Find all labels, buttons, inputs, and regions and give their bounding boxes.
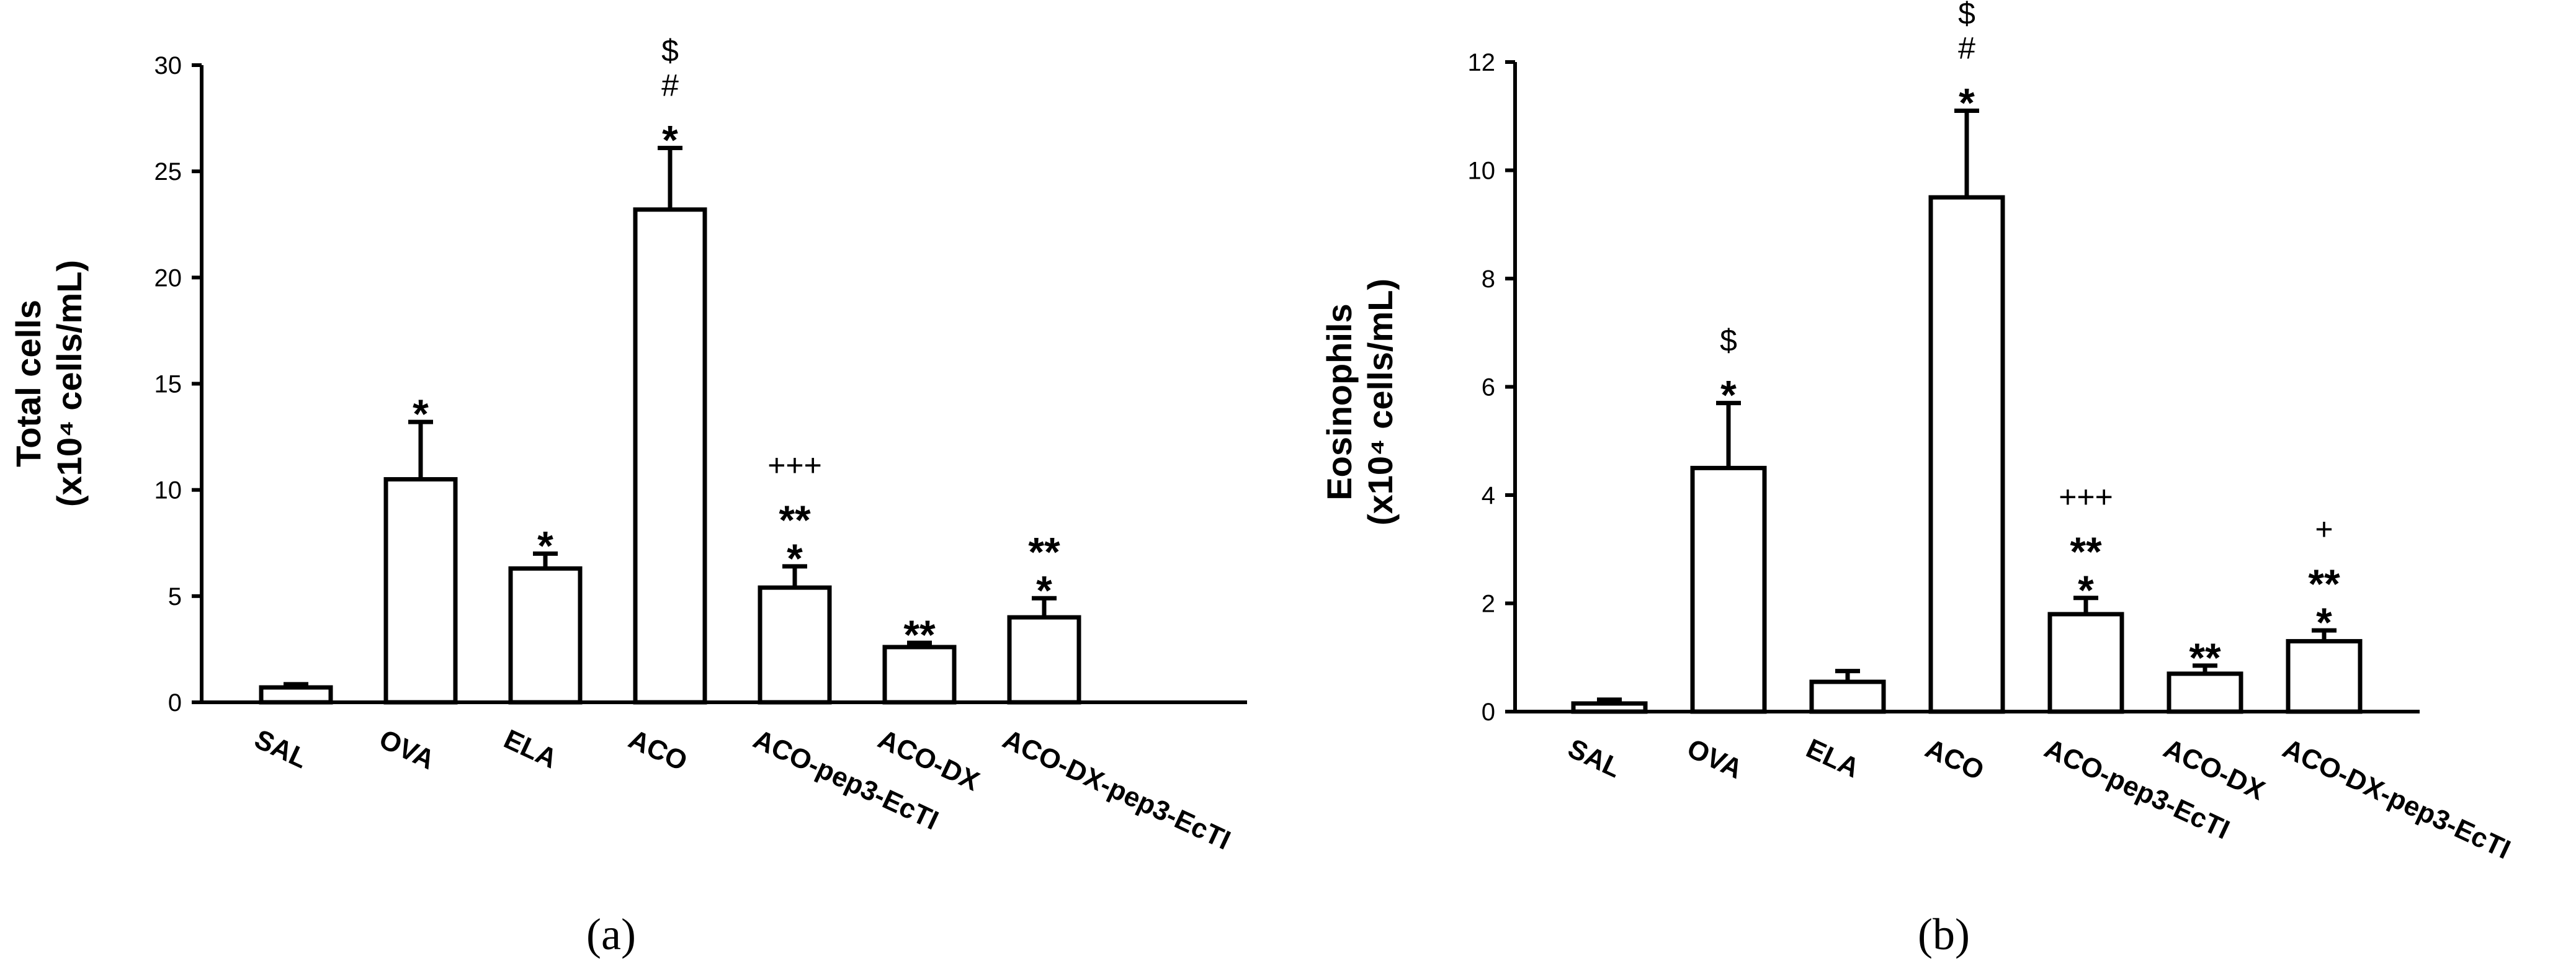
significance-marker: * [2078, 567, 2094, 613]
x-tick-label: SAL [250, 724, 312, 775]
bar [383, 477, 458, 705]
significance-marker: $ [1720, 323, 1737, 358]
y-tick-label: 8 [1482, 266, 1495, 293]
significance-marker: $ [1958, 0, 1975, 31]
significance-marker: * [1720, 372, 1737, 418]
bar [508, 566, 583, 705]
y-axis-label-unit: (x10⁴ cells/mL) [50, 260, 89, 507]
y-tick-label: 0 [168, 689, 182, 717]
panel-label: (a) [586, 910, 636, 959]
y-tick-label: 6 [1482, 374, 1495, 401]
chart-panel-b: 0 2 4 6 8 10 12 Eosinophils(x10⁴ cells/mL) SAL OV… [1320, 0, 2515, 959]
y-tick-label: 2 [1482, 591, 1495, 618]
y-tick-label: 4 [1482, 482, 1495, 509]
y-tick-label: 20 [154, 264, 182, 292]
significance-marker: + [2315, 512, 2333, 547]
significance-marker: $ [661, 34, 679, 68]
y-tick-label: 5 [168, 583, 182, 610]
x-tick-label: ACO-DX-pep3-EcTI [2278, 733, 2515, 865]
significance-marker: ** [2308, 561, 2340, 607]
y-tick-label: 25 [154, 158, 182, 186]
x-tick-label: ELA [499, 724, 561, 775]
significance-marker: ** [903, 612, 936, 658]
significance-marker: * [1959, 80, 1975, 126]
significance-marker: * [2316, 599, 2332, 645]
y-tick-label: 10 [154, 477, 182, 504]
significance-marker: # [1958, 31, 1975, 66]
x-tick-label: ACO-DX-pep3-EcTI [998, 724, 1235, 856]
bar [2286, 639, 2363, 714]
x-tick-label: ACO [1921, 733, 1988, 787]
bar [758, 585, 832, 705]
significance-marker: # [661, 68, 679, 103]
bar [1690, 465, 1767, 714]
significance-marker: ** [779, 497, 811, 543]
bar [2047, 612, 2124, 714]
y-axis-label: Total cells(x10⁴ cells/mL) [9, 260, 89, 507]
x-tick-label: ACO [624, 724, 692, 777]
x-tick-label: SAL [1563, 733, 1626, 784]
y-tick-label: 0 [1482, 699, 1495, 726]
significance-marker: +++ [2059, 480, 2113, 514]
significance-marker: ** [2189, 635, 2221, 681]
significance-marker: * [537, 522, 553, 568]
bar [1571, 701, 1648, 714]
chart-panel-a: 0 5 10 15 20 25 30 Total cells(x10⁴ cells/mL) SA… [9, 34, 1247, 959]
y-tick-label: 10 [1468, 158, 1496, 185]
significance-marker: ** [2070, 529, 2102, 574]
bar [1809, 679, 1886, 714]
significance-marker: * [1036, 567, 1052, 613]
significance-marker: * [662, 117, 678, 163]
x-tick-label: OVA [375, 724, 439, 776]
y-axis-label-title: Total cells [9, 300, 48, 467]
y-tick-label: 12 [1468, 49, 1496, 76]
y-axis-label-title: Eosinophils [1320, 303, 1359, 500]
y-axis-label-unit: (x10⁴ cells/mL) [1361, 279, 1400, 525]
significance-marker: +++ [767, 448, 822, 483]
significance-marker: ** [1028, 529, 1060, 574]
bar [633, 207, 707, 705]
y-tick-label: 30 [154, 52, 182, 79]
panel-label: (b) [1918, 910, 1970, 959]
x-tick-label: ELA [1802, 733, 1864, 784]
significance-marker: * [787, 535, 803, 581]
y-axis-label: Eosinophils(x10⁴ cells/mL) [1320, 279, 1400, 525]
bar [1928, 195, 2005, 714]
x-tick-label: OVA [1683, 733, 1747, 785]
bar [259, 685, 333, 705]
y-tick-label: 15 [154, 371, 182, 398]
significance-marker: * [413, 391, 429, 437]
bar [1007, 615, 1081, 705]
